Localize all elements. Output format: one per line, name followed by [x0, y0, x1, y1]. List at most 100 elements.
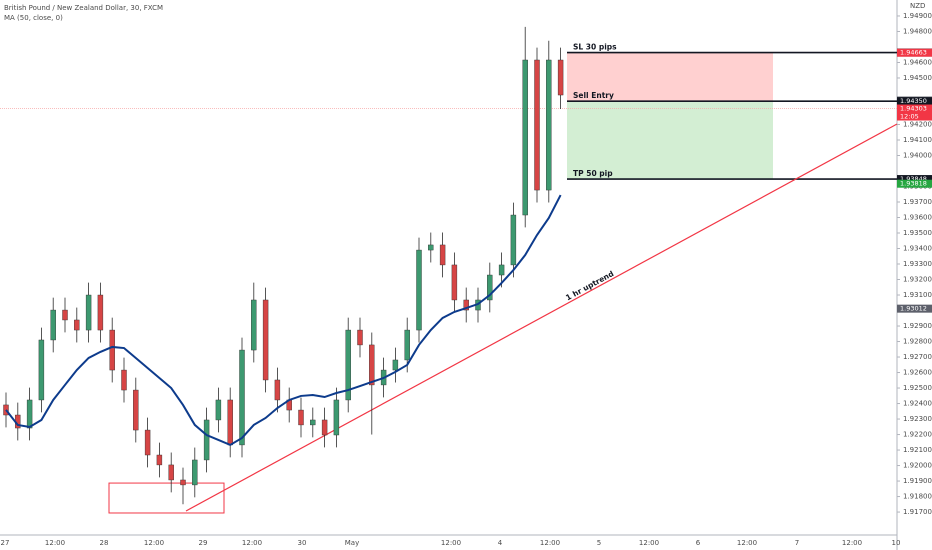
y-tick-label: 1.94900 [903, 12, 932, 20]
y-tick-label: 1.92000 [903, 462, 932, 470]
x-tick-label: 12:00 [842, 539, 862, 547]
candle-body [144, 429, 151, 456]
price-badge-label: 1.94350 [900, 97, 927, 105]
x-tick-label: May [345, 539, 359, 547]
candle-body [345, 329, 351, 401]
candle-body [121, 369, 127, 391]
candle-body [310, 419, 316, 426]
target-zone [567, 101, 773, 180]
candle-body [97, 294, 104, 331]
y-tick-label: 1.91900 [903, 477, 932, 485]
candle-body [62, 309, 68, 321]
x-tick-label: 12:00 [45, 539, 65, 547]
x-tick-label: 12:00 [144, 539, 164, 547]
price-badge-label: 1.93012 [900, 305, 927, 313]
candle-body [133, 389, 139, 431]
y-tick-label: 1.94500 [903, 74, 932, 82]
y-tick-label: 1.93300 [903, 260, 932, 268]
candle-body [38, 339, 45, 401]
x-tick-label: 12:00 [737, 539, 757, 547]
candle-body [534, 59, 540, 191]
x-tick-label: 12:00 [639, 539, 659, 547]
candle-body [439, 244, 446, 266]
price-badge-label: 1.93848 [900, 175, 927, 183]
candle-body [369, 344, 375, 386]
y-tick-label: 1.92200 [903, 431, 932, 439]
y-tick-label: 1.94600 [903, 58, 932, 66]
candle-body [463, 299, 469, 311]
y-tick-label: 1.94200 [903, 120, 932, 128]
price-badge-label: 1.93818 [900, 180, 927, 188]
y-tick-label: 1.93400 [903, 245, 932, 253]
x-tick-label: 5 [597, 539, 601, 547]
price-badge-label: 1.94303 [900, 105, 927, 113]
x-tick-label: 10 [892, 539, 901, 547]
y-tick-label: 1.94100 [903, 136, 932, 144]
price-badge [897, 48, 932, 57]
x-tick-label: 27 [1, 539, 10, 547]
y-tick-label: 1.93100 [903, 291, 932, 299]
y-tick-label: 1.92700 [903, 353, 932, 361]
price-badge [897, 175, 932, 184]
candle-body [109, 329, 115, 371]
currency-label: NZD [910, 2, 925, 10]
x-tick-label: 30 [298, 539, 307, 547]
stop-label: SL 30 pips [573, 43, 617, 52]
candle-body [180, 479, 186, 486]
x-tick-label: 6 [696, 539, 701, 547]
candle-body [156, 454, 163, 466]
candle-body [262, 299, 269, 381]
price-badge-label: 1.94663 [900, 49, 927, 57]
candle-body [333, 399, 340, 436]
candle-body [498, 264, 505, 276]
highlight-zone [108, 482, 225, 514]
candle-body [251, 299, 257, 351]
candle-body [50, 309, 56, 341]
candle-body [416, 249, 422, 331]
x-tick-label: 12:00 [540, 539, 560, 547]
y-tick-label: 1.92800 [903, 338, 932, 346]
y-tick-label: 1.93700 [903, 198, 932, 206]
candle-body [227, 399, 233, 446]
entry-label: Sell Entry [573, 91, 614, 100]
price-badge [897, 104, 932, 121]
y-tick-label: 1.94000 [903, 151, 932, 159]
candle-body [451, 264, 458, 301]
x-tick-label: 7 [795, 539, 799, 547]
candle-body [321, 419, 328, 436]
stop-zone [567, 52, 773, 102]
price-badge [897, 304, 932, 313]
candle-body [298, 409, 304, 426]
candle-body [74, 319, 80, 331]
y-tick-label: 1.92600 [903, 369, 932, 377]
candle-body [215, 399, 222, 421]
candle-body [487, 274, 493, 301]
candle-body [510, 214, 517, 266]
indicator-label: MA (50, close, 0) [4, 14, 63, 22]
candle-body [26, 399, 33, 429]
y-tick-label: 1.94800 [903, 27, 932, 35]
candle-body [85, 294, 92, 331]
x-tick-label: 29 [199, 539, 208, 547]
y-tick-label: 1.93500 [903, 229, 932, 237]
y-tick-label: 1.91800 [903, 493, 932, 501]
candle-body [168, 464, 174, 481]
y-tick-label: 1.92500 [903, 384, 932, 392]
candle-body [522, 59, 528, 216]
candle-body [274, 379, 281, 401]
candle-body [428, 244, 434, 251]
candle-body [557, 59, 564, 96]
x-tick-label: 28 [100, 539, 109, 547]
candle-body [546, 59, 552, 191]
trendline [185, 123, 898, 512]
price-badge [897, 179, 932, 188]
y-tick-label: 1.92400 [903, 400, 932, 408]
moving-average [5, 194, 562, 447]
candle-body [404, 329, 410, 361]
candle-body [192, 459, 198, 486]
x-tick-label: 12:00 [441, 539, 461, 547]
y-tick-label: 1.92300 [903, 415, 932, 423]
